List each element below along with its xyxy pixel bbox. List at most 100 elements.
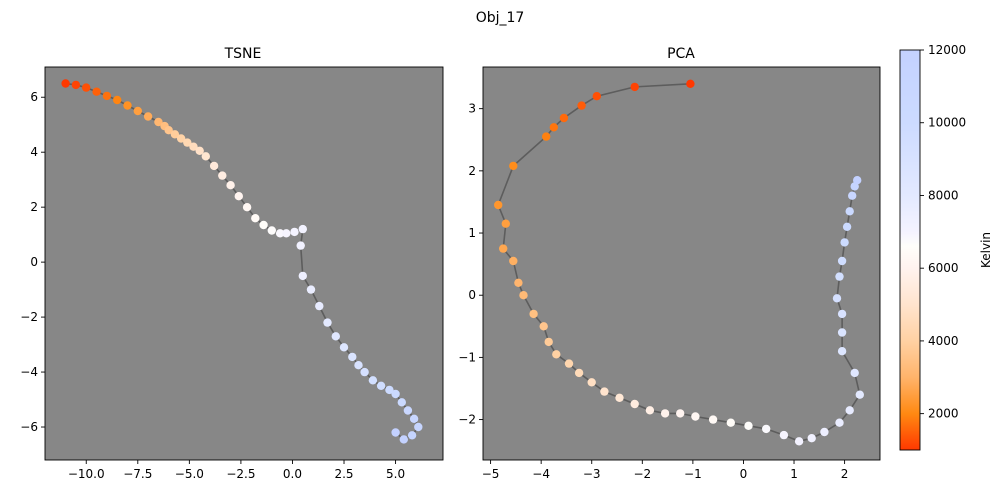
pca-x-tick-label: 1	[790, 467, 798, 481]
pca-data-point	[552, 350, 560, 358]
pca-y-tick-label: 1	[468, 226, 476, 240]
colorbar-tick-label: 8000	[928, 188, 959, 202]
tsne-title: TSNE	[224, 46, 262, 62]
pca-data-point	[631, 400, 639, 408]
tsne-data-point	[243, 203, 251, 211]
pca-data-point	[838, 328, 846, 336]
tsne-data-point	[307, 285, 315, 293]
tsne-data-point	[268, 226, 276, 234]
pca-data-point	[780, 431, 788, 439]
tsne-y-tick-label: 0	[30, 255, 38, 269]
tsne-data-point	[391, 390, 399, 398]
pca-data-point	[509, 162, 517, 170]
figure-title: Obj_17	[476, 10, 525, 26]
colorbar-tick-label: 10000	[928, 116, 966, 130]
pca-data-point	[744, 422, 752, 430]
tsne-y-tick-label: −6	[20, 420, 38, 434]
tsne-data-point	[235, 192, 243, 200]
tsne-data-point	[377, 382, 385, 390]
pca-data-point	[542, 132, 550, 140]
pca-title: PCA	[667, 46, 695, 62]
tsne-data-point	[323, 318, 331, 326]
tsne-y-tick-label: 2	[30, 200, 38, 214]
tsne-data-point	[299, 225, 307, 233]
tsne-data-point	[408, 431, 416, 439]
pca-x-tick-label: −1	[684, 467, 702, 481]
pca-data-point	[550, 123, 558, 131]
tsne-data-point	[410, 415, 418, 423]
colorbar-tick-label: 12000	[928, 43, 966, 57]
pca-data-point	[727, 419, 735, 427]
tsne-data-point	[113, 96, 121, 104]
tsne-plot-area	[45, 67, 443, 460]
pca-x-tick-label: −5	[482, 467, 500, 481]
pca-data-point	[795, 437, 803, 445]
pca-data-point	[577, 101, 585, 109]
tsne-data-point	[72, 81, 80, 89]
tsne-data-point	[400, 435, 408, 443]
tsne-data-point	[340, 343, 348, 351]
tsne-y-tick-label: −4	[20, 365, 38, 379]
tsne-data-point	[398, 398, 406, 406]
pca-data-point	[838, 310, 846, 318]
tsne-x-tick-label: 2.5	[334, 467, 353, 481]
tsne-x-tick-label: 5.0	[386, 467, 405, 481]
pca-data-point	[676, 409, 684, 417]
tsne-panel: TSNE −10.0 −7.5 −5.0 −2.5 0.0 2.5 5.0 −6 −4 −2 0 2 4…	[20, 46, 443, 481]
tsne-data-point	[202, 152, 210, 160]
pca-data-point	[808, 434, 816, 442]
pca-y-tick-label: 0	[468, 288, 476, 302]
tsne-data-point	[360, 368, 368, 376]
pca-data-point	[560, 114, 568, 122]
pca-data-point	[848, 192, 856, 200]
pca-data-point	[593, 92, 601, 100]
pca-data-point	[502, 220, 510, 228]
pca-panel: PCA −5 −4 −3 −2 −1 0 1 2 −2 −1 0 1 2 3	[458, 46, 880, 481]
tsne-x-tick-label: 0.0	[283, 467, 302, 481]
pca-x-tick-label: −3	[583, 467, 601, 481]
pca-y-tick-label: 3	[468, 102, 476, 116]
colorbar-bar	[900, 50, 920, 450]
pca-data-point	[846, 207, 854, 215]
tsne-data-point	[144, 112, 152, 120]
tsne-data-point	[297, 241, 305, 249]
pca-data-point	[856, 391, 864, 399]
pca-data-point	[545, 338, 553, 346]
colorbar-tick-label: 4000	[928, 334, 959, 348]
pca-data-point	[529, 310, 537, 318]
tsne-data-point	[348, 353, 356, 361]
pca-data-point	[600, 387, 608, 395]
pca-data-point	[646, 406, 654, 414]
tsne-x-tick-label: −7.5	[123, 467, 152, 481]
tsne-data-point	[315, 302, 323, 310]
pca-data-point	[575, 369, 583, 377]
pca-y-tick-label: 2	[468, 164, 476, 178]
tsne-y-tick-label: −2	[20, 310, 38, 324]
pca-x-tick-label: −2	[633, 467, 651, 481]
tsne-data-point	[226, 181, 234, 189]
pca-data-point	[494, 201, 502, 209]
pca-data-point	[840, 238, 848, 246]
pca-data-point	[709, 415, 717, 423]
pca-data-point	[838, 347, 846, 355]
tsne-data-point	[259, 221, 267, 229]
pca-data-point	[499, 244, 507, 252]
tsne-data-point	[290, 228, 298, 236]
tsne-data-point	[369, 376, 377, 384]
pca-x-tick-label: 2	[841, 467, 849, 481]
pca-data-point	[540, 322, 548, 330]
pca-data-point	[762, 425, 770, 433]
tsne-data-point	[282, 229, 290, 237]
pca-data-point	[838, 257, 846, 265]
pca-data-point	[691, 412, 699, 420]
tsne-x-tick-label: −10.0	[68, 467, 105, 481]
pca-data-point	[588, 378, 596, 386]
pca-data-point	[846, 406, 854, 414]
pca-y-tick-label: −2	[458, 413, 476, 427]
pca-data-point	[509, 257, 517, 265]
tsne-data-point	[354, 361, 362, 369]
tsne-data-point	[82, 83, 90, 91]
pca-data-point	[631, 83, 639, 91]
pca-data-point	[661, 409, 669, 417]
